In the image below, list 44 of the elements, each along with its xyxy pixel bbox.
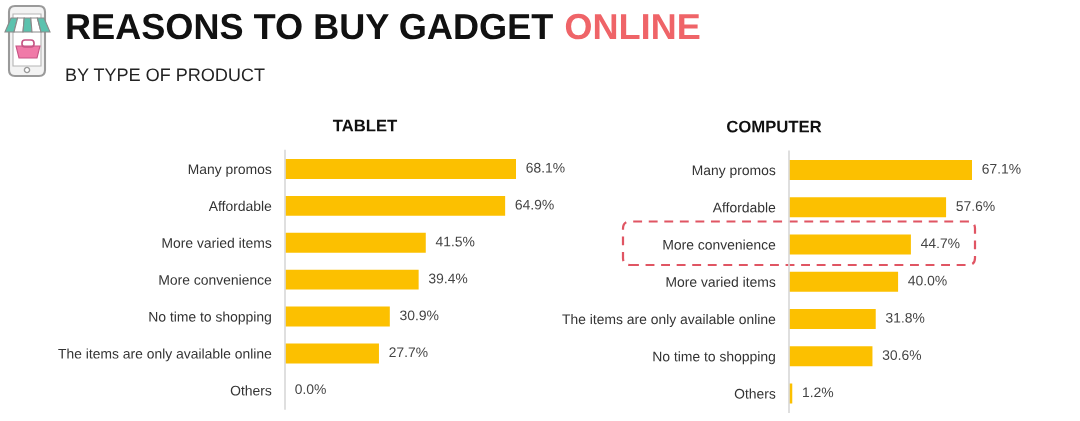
data-label: 30.6%	[882, 350, 922, 360]
bar	[789, 271, 899, 292]
y-tick-label: Affordable	[712, 202, 776, 213]
bar	[285, 158, 516, 179]
y-tick-label: More varied items	[162, 237, 272, 248]
data-label: 27.7%	[389, 347, 428, 358]
data-label: 67.1%	[982, 163, 1021, 174]
data-label: 57.6%	[956, 201, 995, 211]
chart-title: TABLET	[332, 119, 398, 132]
bar	[789, 346, 873, 367]
data-label: 41.5%	[435, 236, 475, 247]
chart-title: COMPUTER	[727, 120, 822, 133]
y-tick-label: The items are only available online	[562, 313, 776, 327]
data-label: 30.9%	[400, 310, 439, 321]
data-label: 40.0%	[908, 275, 947, 286]
y-tick-label: More convenience	[159, 274, 272, 285]
text: BY TYPE OF PRODUCT	[66, 68, 265, 82]
bar	[789, 308, 876, 330]
data-label: 0.0%	[295, 384, 326, 395]
data-label: 39.4%	[428, 273, 468, 284]
y-tick-label: No time to shopping	[653, 351, 775, 365]
y-tick-label: More convenience	[663, 239, 776, 250]
y-tick-label: Many promos	[188, 164, 272, 177]
bar	[285, 232, 426, 253]
data-label: 1.2%	[803, 387, 834, 398]
bar	[789, 159, 972, 181]
y-tick-label: No time to shopping	[149, 311, 271, 325]
y-tick-label: Affordable	[208, 200, 272, 212]
y-tick-label: More varied items	[666, 276, 776, 287]
data-label: 44.7%	[920, 238, 960, 249]
bar	[789, 234, 911, 255]
y-tick-label: The items are only available online	[58, 348, 272, 362]
y-tick-label: Many promos	[692, 165, 776, 178]
text: REASONS TO BUY GADGET ONLINE	[67, 13, 700, 40]
y-tick-label: Others	[230, 385, 272, 396]
data-label: 31.8%	[885, 312, 925, 323]
bar	[789, 197, 947, 218]
bar	[285, 195, 506, 216]
bar	[285, 306, 390, 327]
y-tick-label: Others	[734, 388, 776, 399]
bar	[285, 343, 379, 364]
bar	[285, 269, 419, 290]
data-label: 64.9%	[515, 199, 554, 210]
data-label: 68.1%	[526, 162, 565, 173]
